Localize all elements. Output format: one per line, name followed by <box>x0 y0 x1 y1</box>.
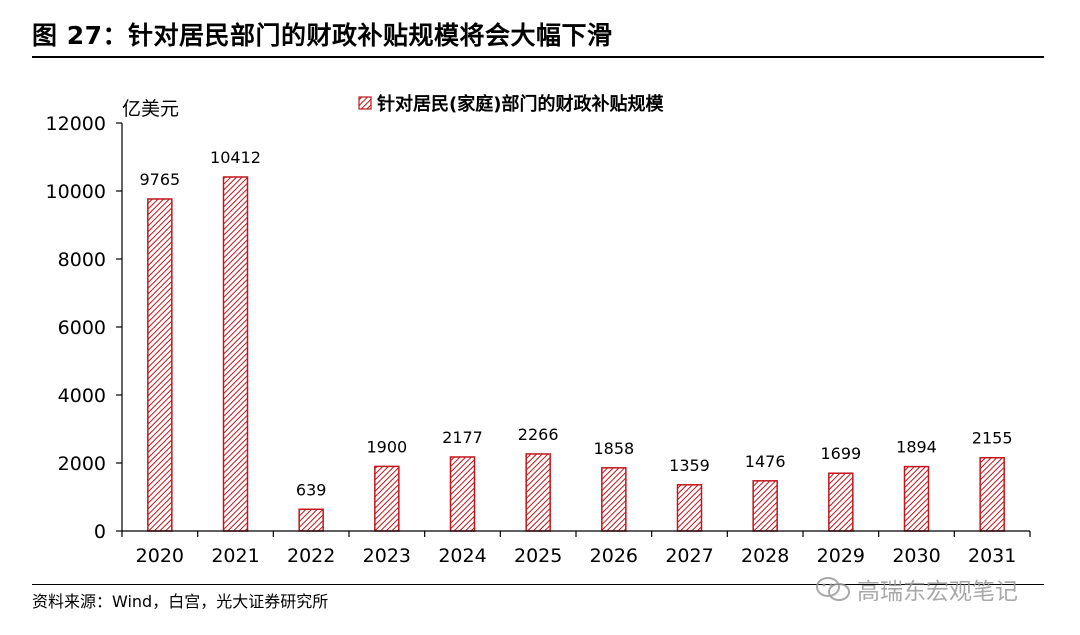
x-tick-label-2021: 2021 <box>211 545 259 567</box>
legend-swatch <box>358 96 372 110</box>
x-tick-label-2026: 2026 <box>590 545 638 567</box>
data-label-2021: 10412 <box>210 148 261 167</box>
data-label-2029: 1699 <box>820 444 861 463</box>
data-label-2023: 1900 <box>366 437 407 456</box>
bar-2027 <box>676 484 703 532</box>
data-label-2024: 2177 <box>442 428 483 447</box>
bar-2031 <box>979 456 1005 532</box>
x-tick-label-2028: 2028 <box>741 545 789 567</box>
x-tick-label-2030: 2030 <box>892 545 940 567</box>
data-label-2020: 9765 <box>139 170 180 189</box>
source-divider <box>32 584 1044 585</box>
bar-2024 <box>449 456 476 532</box>
y-axis: 0 2000 4000 6000 8000 10000 12000 <box>46 113 123 543</box>
y-tick-label: 6000 <box>58 317 106 339</box>
data-label-2026: 1858 <box>593 439 634 458</box>
bar-2028 <box>752 480 778 532</box>
data-label-2025: 2266 <box>518 425 559 444</box>
figure-title: 图 27：针对居民部门的财政补贴规模将会大幅下滑 <box>32 21 613 50</box>
x-tick-label-2023: 2023 <box>363 545 411 567</box>
x-tick-label-2031: 2031 <box>968 545 1016 567</box>
watermark: 高瑞东宏观笔记 <box>815 572 1018 606</box>
x-tick-label-2024: 2024 <box>438 545 486 567</box>
data-label-2028: 1476 <box>745 452 786 471</box>
x-tick-label-2029: 2029 <box>817 545 865 567</box>
bar-2022 <box>298 508 324 532</box>
bars <box>147 176 1005 532</box>
y-tick-label: 4000 <box>58 385 106 407</box>
x-tick-label-2025: 2025 <box>514 545 562 567</box>
bar-2026 <box>601 467 627 532</box>
y-tick-label: 8000 <box>58 249 106 271</box>
legend-label: 针对居民(家庭)部门的财政补贴规模 <box>377 93 664 115</box>
bar-2023 <box>374 465 400 532</box>
watermark-text: 高瑞东宏观笔记 <box>857 579 1018 605</box>
y-tick-label: 10000 <box>46 181 106 203</box>
bar-2025 <box>525 453 551 532</box>
x-tick-label-2020: 2020 <box>136 545 184 567</box>
legend: 针对居民(家庭)部门的财政补贴规模 <box>358 93 664 115</box>
title-divider <box>32 56 1044 58</box>
x-tick-label-2022: 2022 <box>287 545 335 567</box>
y-axis-unit-label: 亿美元 <box>122 98 179 120</box>
data-labels: 9765 10412 639 1900 2177 2266 1858 1359 1476 1699… <box>139 148 1012 499</box>
wechat-icon <box>816 577 850 601</box>
y-tick-label: 12000 <box>46 113 106 135</box>
y-tick-label: 2000 <box>58 453 106 475</box>
x-axis: 2020 2021 2022 2023 2024 2025 2026 2027 2028 2029… <box>121 530 1031 567</box>
x-tick-label-2027: 2027 <box>665 545 713 567</box>
source-note: 资料来源：Wind，白宫，光大证券研究所 <box>32 592 329 611</box>
y-tick-label: 0 <box>94 521 106 543</box>
bar-2030 <box>903 465 930 532</box>
data-label-2031: 2155 <box>972 429 1013 448</box>
bar-2020 <box>147 198 173 532</box>
data-label-2030: 1894 <box>896 438 937 457</box>
bar-2029 <box>828 472 854 532</box>
data-label-2022: 639 <box>296 480 327 499</box>
data-label-2027: 1359 <box>669 456 710 475</box>
bar-2021 <box>222 176 249 532</box>
